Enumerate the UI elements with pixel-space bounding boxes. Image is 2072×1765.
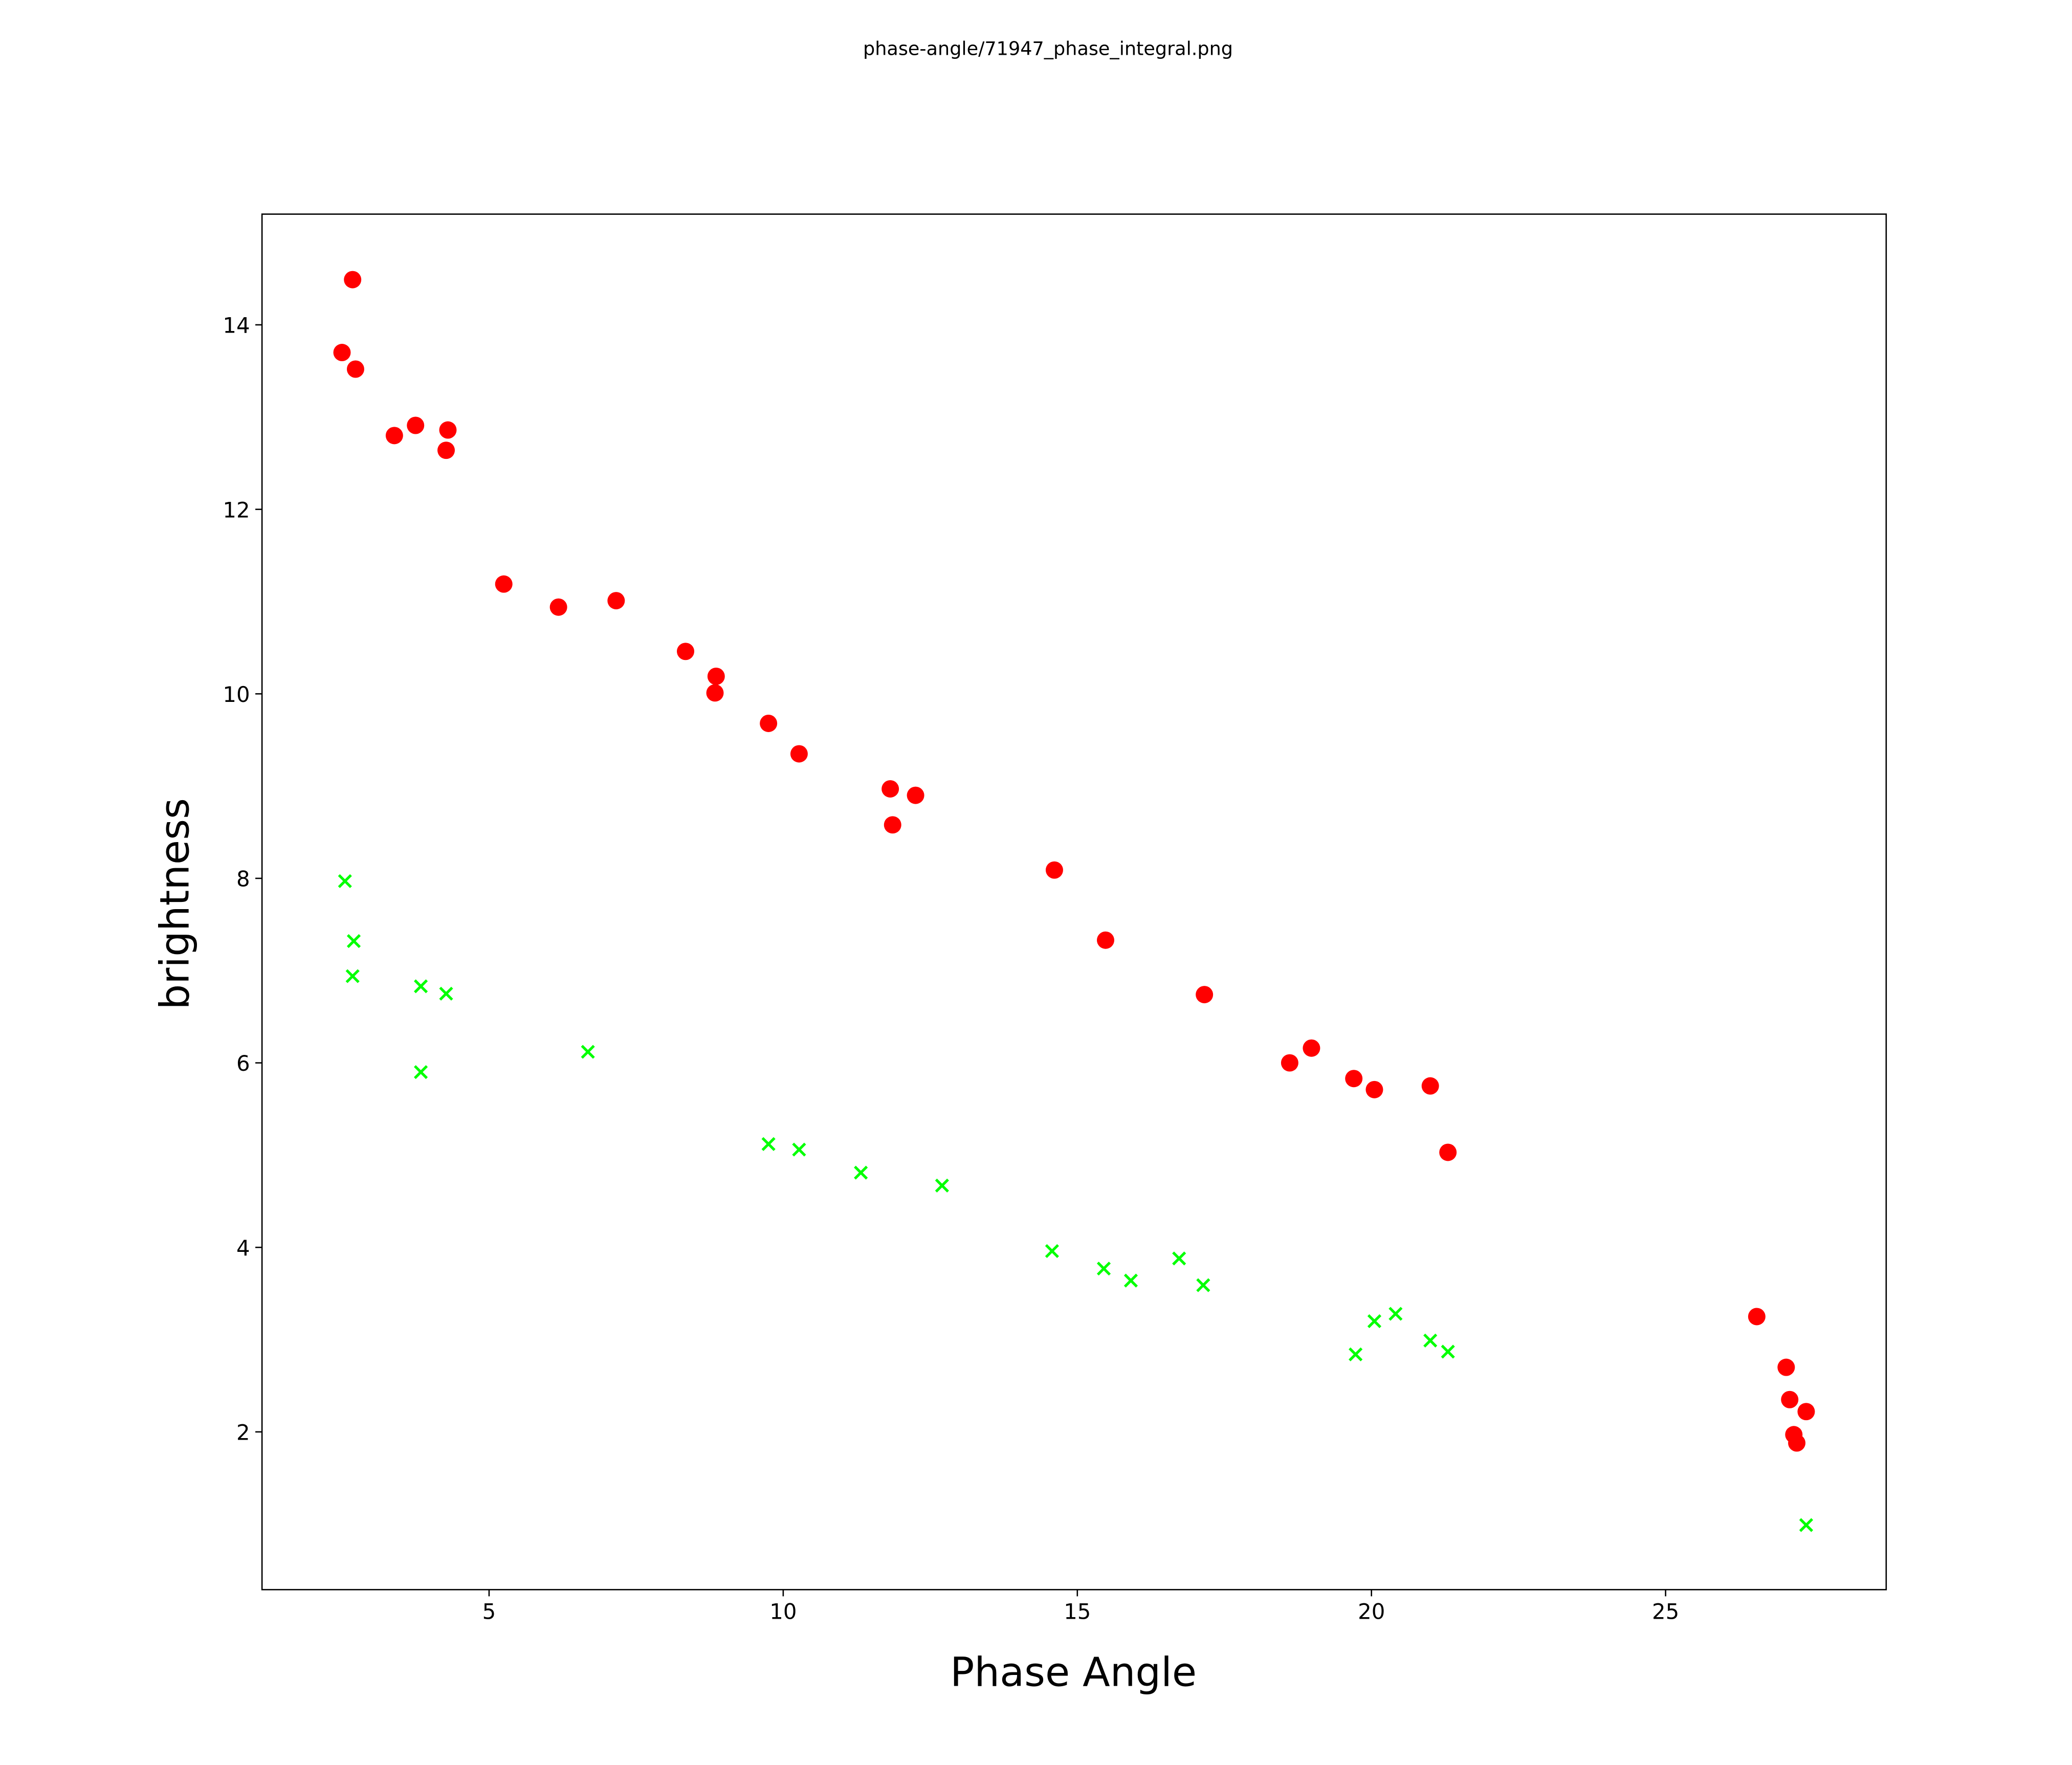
point-red-circles [1096, 931, 1114, 949]
y-tick-label: 6 [236, 1051, 250, 1076]
point-green-crosses [1096, 1262, 1111, 1276]
y-tick-label: 10 [223, 682, 250, 707]
x-axis-label: Phase Angle [950, 1649, 1197, 1695]
point-red-circles [677, 643, 694, 660]
point-red-circles [790, 745, 808, 763]
data-points [333, 271, 1815, 1532]
point-red-circles [1345, 1070, 1363, 1088]
point-green-crosses [413, 979, 428, 994]
point-red-circles [1797, 1403, 1815, 1421]
point-red-circles [1281, 1054, 1298, 1072]
point-red-circles [437, 442, 455, 459]
x-tick-label: 5 [482, 1599, 496, 1624]
point-red-circles [385, 427, 403, 445]
point-green-crosses [854, 1165, 868, 1180]
y-tick-label: 8 [236, 867, 250, 892]
point-green-crosses [1423, 1333, 1438, 1348]
point-green-crosses [1045, 1244, 1059, 1259]
point-green-crosses [439, 986, 453, 1001]
point-green-crosses [1367, 1314, 1382, 1329]
point-green-crosses [761, 1137, 776, 1151]
point-green-crosses [338, 874, 352, 888]
y-tick-label: 12 [223, 497, 250, 522]
point-green-crosses [346, 934, 361, 948]
point-red-circles [1788, 1434, 1806, 1452]
point-red-circles [333, 344, 351, 362]
point-red-circles [607, 592, 625, 610]
y-axis: 2 4 6 8 10 12 14 [223, 313, 262, 1445]
point-green-crosses [1388, 1307, 1403, 1321]
point-red-circles [1439, 1143, 1457, 1161]
point-red-circles [760, 714, 778, 732]
y-tick-label: 14 [223, 313, 250, 338]
point-green-crosses [581, 1045, 595, 1059]
y-axis-label: brightness [151, 798, 198, 1009]
point-red-circles [1421, 1077, 1439, 1095]
point-red-circles [1748, 1308, 1766, 1326]
point-green-crosses [345, 969, 360, 983]
point-green-crosses [1799, 1518, 1814, 1532]
point-red-circles [1196, 986, 1214, 1004]
point-green-crosses [1123, 1273, 1138, 1288]
x-tick-label: 10 [769, 1599, 797, 1624]
point-green-crosses [413, 1065, 428, 1079]
x-tick-label: 20 [1358, 1599, 1385, 1624]
point-green-crosses [1172, 1251, 1186, 1266]
plot-area [261, 213, 1887, 1591]
chart-title: phase-angle/71947_phase_integral.png [863, 38, 1233, 60]
x-axis: 5 10 15 20 25 [482, 1590, 1679, 1624]
point-red-circles [1781, 1391, 1799, 1408]
point-red-circles [1777, 1358, 1795, 1376]
x-tick-label: 15 [1064, 1599, 1091, 1624]
point-red-circles [706, 684, 724, 702]
point-green-crosses [792, 1142, 806, 1157]
point-red-circles [881, 780, 899, 798]
point-green-crosses [935, 1178, 949, 1193]
y-tick-label: 2 [236, 1420, 250, 1445]
point-red-circles [1045, 861, 1063, 879]
point-red-circles [439, 421, 457, 439]
point-red-circles [707, 668, 725, 685]
point-red-circles [907, 786, 924, 804]
point-red-circles [495, 575, 513, 593]
point-red-circles [1365, 1080, 1383, 1098]
point-red-circles [884, 816, 901, 834]
point-red-circles [344, 271, 362, 289]
point-red-circles [346, 360, 364, 378]
point-red-circles [1303, 1039, 1320, 1057]
point-green-crosses [1441, 1344, 1455, 1359]
point-red-circles [407, 416, 425, 434]
y-tick-label: 4 [236, 1236, 250, 1261]
point-red-circles [549, 598, 567, 616]
point-green-crosses [1349, 1347, 1363, 1361]
x-tick-label: 25 [1652, 1599, 1679, 1624]
point-green-crosses [1196, 1278, 1210, 1292]
